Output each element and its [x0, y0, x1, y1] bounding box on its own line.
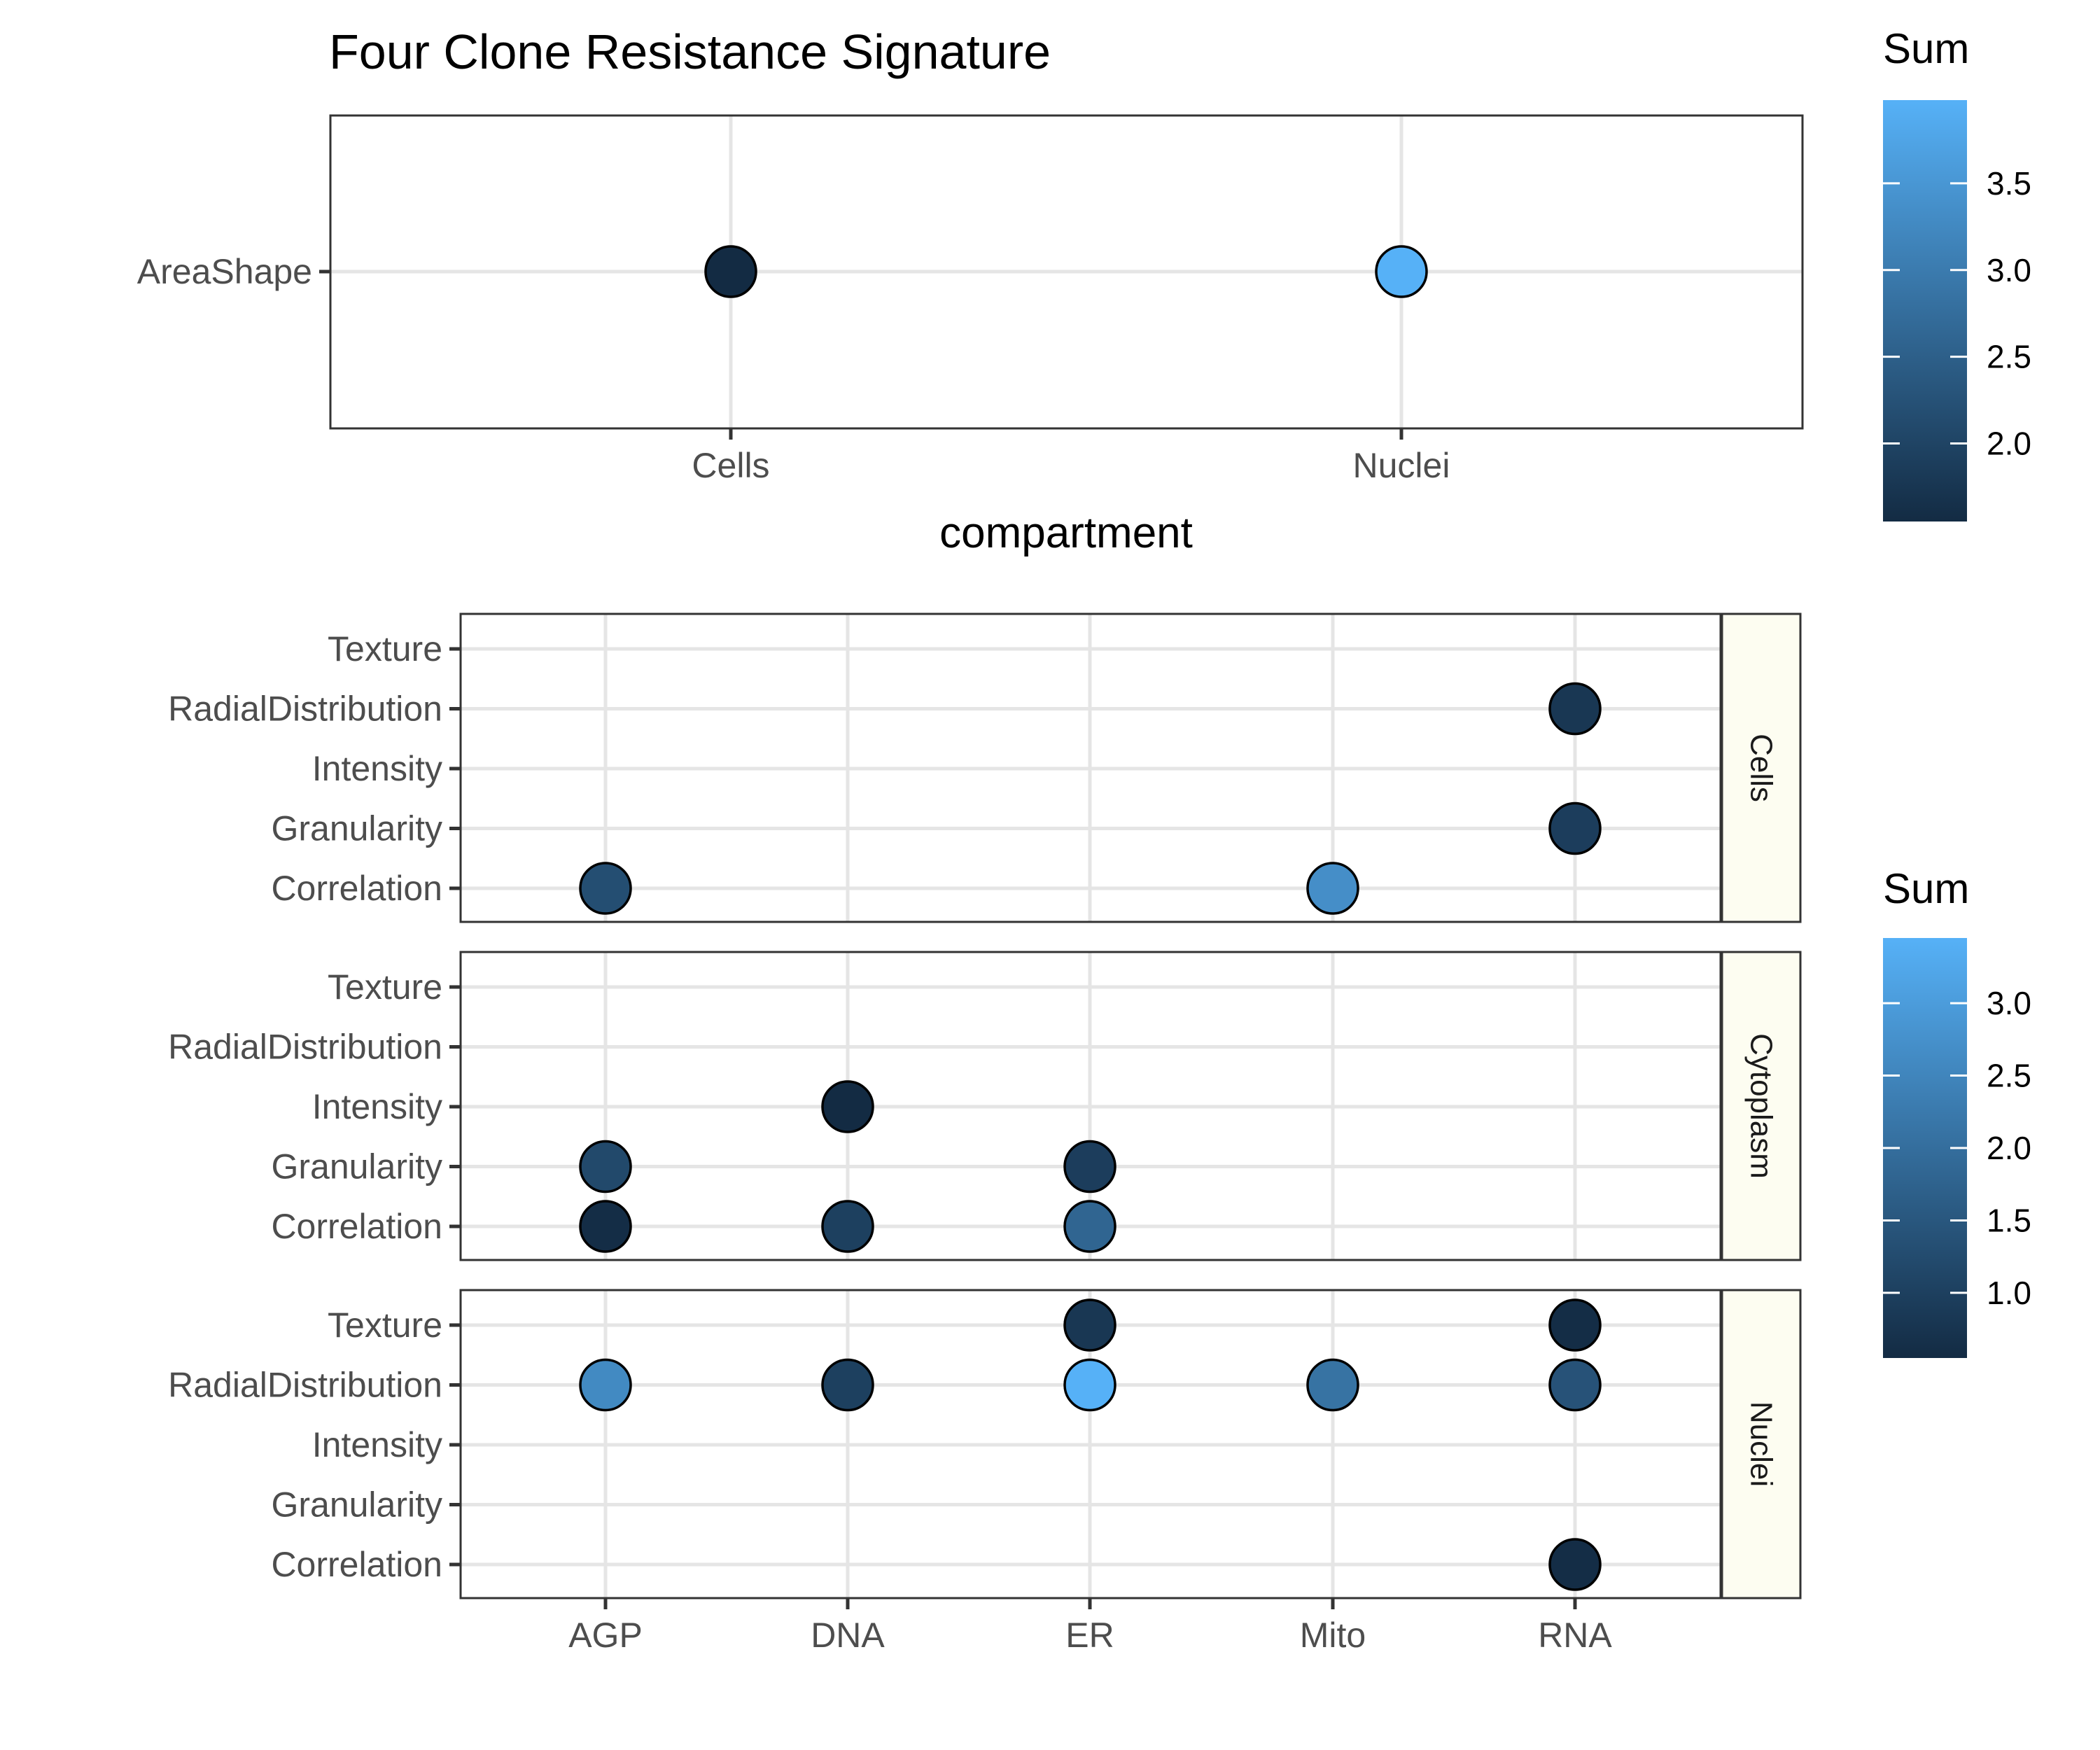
- y-tick-label-texture: Texture: [328, 629, 442, 668]
- y-tick-label-areashape: AreaShape: [137, 252, 312, 291]
- data-point-nuclei-dna-radialdistribution: [821, 1358, 874, 1412]
- data-point-cytoplasm-agp-granularity: [579, 1140, 632, 1194]
- y-tick-label-intensity: Intensity: [312, 1425, 442, 1464]
- data-point-cells-areashape: [704, 245, 757, 298]
- y-tick-label-radialdistribution: RadialDistribution: [168, 690, 442, 729]
- y-tick-label-granularity: Granularity: [271, 1147, 442, 1186]
- data-point-cytoplasm-dna-correlation: [821, 1200, 874, 1253]
- colorbar-label: 2.5: [1987, 339, 2031, 375]
- facet-label-cytoplasm: Cytoplasm: [1744, 1033, 1779, 1179]
- colorbar-label: 2.0: [1987, 426, 2031, 462]
- legend-title: Sum: [1883, 25, 1969, 72]
- panels: AreaShape Cells Nuclei Correlation Granulari…: [137, 114, 1804, 1655]
- x-tick-label-agp: AGP: [568, 1616, 643, 1655]
- data-point-cytoplasm-er-granularity: [1063, 1140, 1116, 1194]
- x-tick-label-nuclei: Nuclei: [1353, 446, 1450, 485]
- y-tick-label-correlation: Correlation: [271, 869, 442, 908]
- facet-strip: [1721, 951, 1802, 1261]
- data-point-nuclei-rna-correlation: [1548, 1538, 1602, 1591]
- colorbar-label: 1.5: [1987, 1202, 2031, 1238]
- data-point-nuclei-er-radialdistribution: [1063, 1358, 1116, 1412]
- y-tick-label-granularity: Granularity: [271, 809, 442, 848]
- legend-bottom: Sum 1.0 1.5 2.0 2.5 3.0: [1883, 865, 2031, 1358]
- y-tick-label-granularity: Granularity: [271, 1485, 442, 1525]
- facet-label-cells: Cells: [1744, 734, 1779, 802]
- x-tick-label-dna: DNA: [811, 1616, 885, 1655]
- y-tick-label-texture: Texture: [328, 1306, 442, 1345]
- data-point-cytoplasm-er-correlation: [1063, 1200, 1116, 1253]
- legend-title: Sum: [1883, 865, 1969, 912]
- facet-panel-cells: Correlation Granularity Intensity RadialDis…: [168, 612, 1802, 923]
- y-tick-label-correlation: Correlation: [271, 1545, 442, 1584]
- y-tick-label-correlation: Correlation: [271, 1207, 442, 1246]
- x-tick-label-er: ER: [1065, 1616, 1114, 1655]
- data-point-cells-agp-correlation: [579, 862, 632, 915]
- x-tick-label-rna: RNA: [1538, 1616, 1612, 1655]
- y-tick-label-intensity: Intensity: [312, 1087, 442, 1126]
- data-point-cells-rna-granularity: [1548, 802, 1602, 855]
- data-point-cells-rna-radialdistribution: [1548, 682, 1602, 736]
- x-tick-label-cells: Cells: [692, 446, 769, 485]
- colorbar-label: 2.0: [1987, 1130, 2031, 1166]
- y-tick-label-texture: Texture: [328, 967, 442, 1007]
- data-point-nuclei-rna-radialdistribution: [1548, 1358, 1602, 1412]
- top-panel: AreaShape Cells Nuclei: [137, 114, 1804, 485]
- colorbar-label: 3.0: [1987, 985, 2031, 1021]
- colorbar-label: 3.0: [1987, 252, 2031, 288]
- data-point-nuclei-mito-radialdistribution: [1306, 1358, 1359, 1412]
- colorbar-label: 2.5: [1987, 1058, 2031, 1094]
- colorbar-label: 3.5: [1987, 165, 2031, 202]
- legends: Sum 2.0 2.5 3.0 3.5 Sum 1.0 1.5 2.0 2.5 3.0: [1883, 25, 2031, 1358]
- data-point-nuclei-er-texture: [1063, 1298, 1116, 1352]
- legend-top: Sum 2.0 2.5 3.0 3.5: [1883, 25, 2031, 522]
- x-tick-label-mito: Mito: [1300, 1616, 1366, 1655]
- data-point-cytoplasm-agp-correlation: [579, 1200, 632, 1253]
- data-point-nuclei-agp-radialdistribution: [579, 1358, 632, 1412]
- y-tick-label-radialdistribution: RadialDistribution: [168, 1366, 442, 1405]
- y-tick-label-radialdistribution: RadialDistribution: [168, 1028, 442, 1067]
- data-point-cells-mito-correlation: [1306, 862, 1359, 915]
- y-tick-label-intensity: Intensity: [312, 749, 442, 788]
- data-point-nuclei-areashape: [1375, 245, 1428, 298]
- facet-panel-cytoplasm: Correlation Granularity Intensity RadialDis…: [168, 951, 1802, 1261]
- colorbar: [1883, 100, 1967, 522]
- facet-panel-nuclei: Correlation Granularity Intensity RadialDis…: [168, 1289, 1802, 1655]
- data-point-nuclei-rna-texture: [1548, 1298, 1602, 1352]
- facet-label-nuclei: Nuclei: [1744, 1401, 1779, 1487]
- data-point-cytoplasm-dna-intensity: [821, 1080, 874, 1133]
- chart-title: Four Clone Resistance Signature: [329, 24, 1051, 79]
- facet-strip: [1721, 1289, 1802, 1600]
- top-x-axis-title: compartment: [939, 509, 1193, 557]
- colorbar-label: 1.0: [1987, 1275, 2031, 1311]
- facet-strip: [1721, 612, 1802, 923]
